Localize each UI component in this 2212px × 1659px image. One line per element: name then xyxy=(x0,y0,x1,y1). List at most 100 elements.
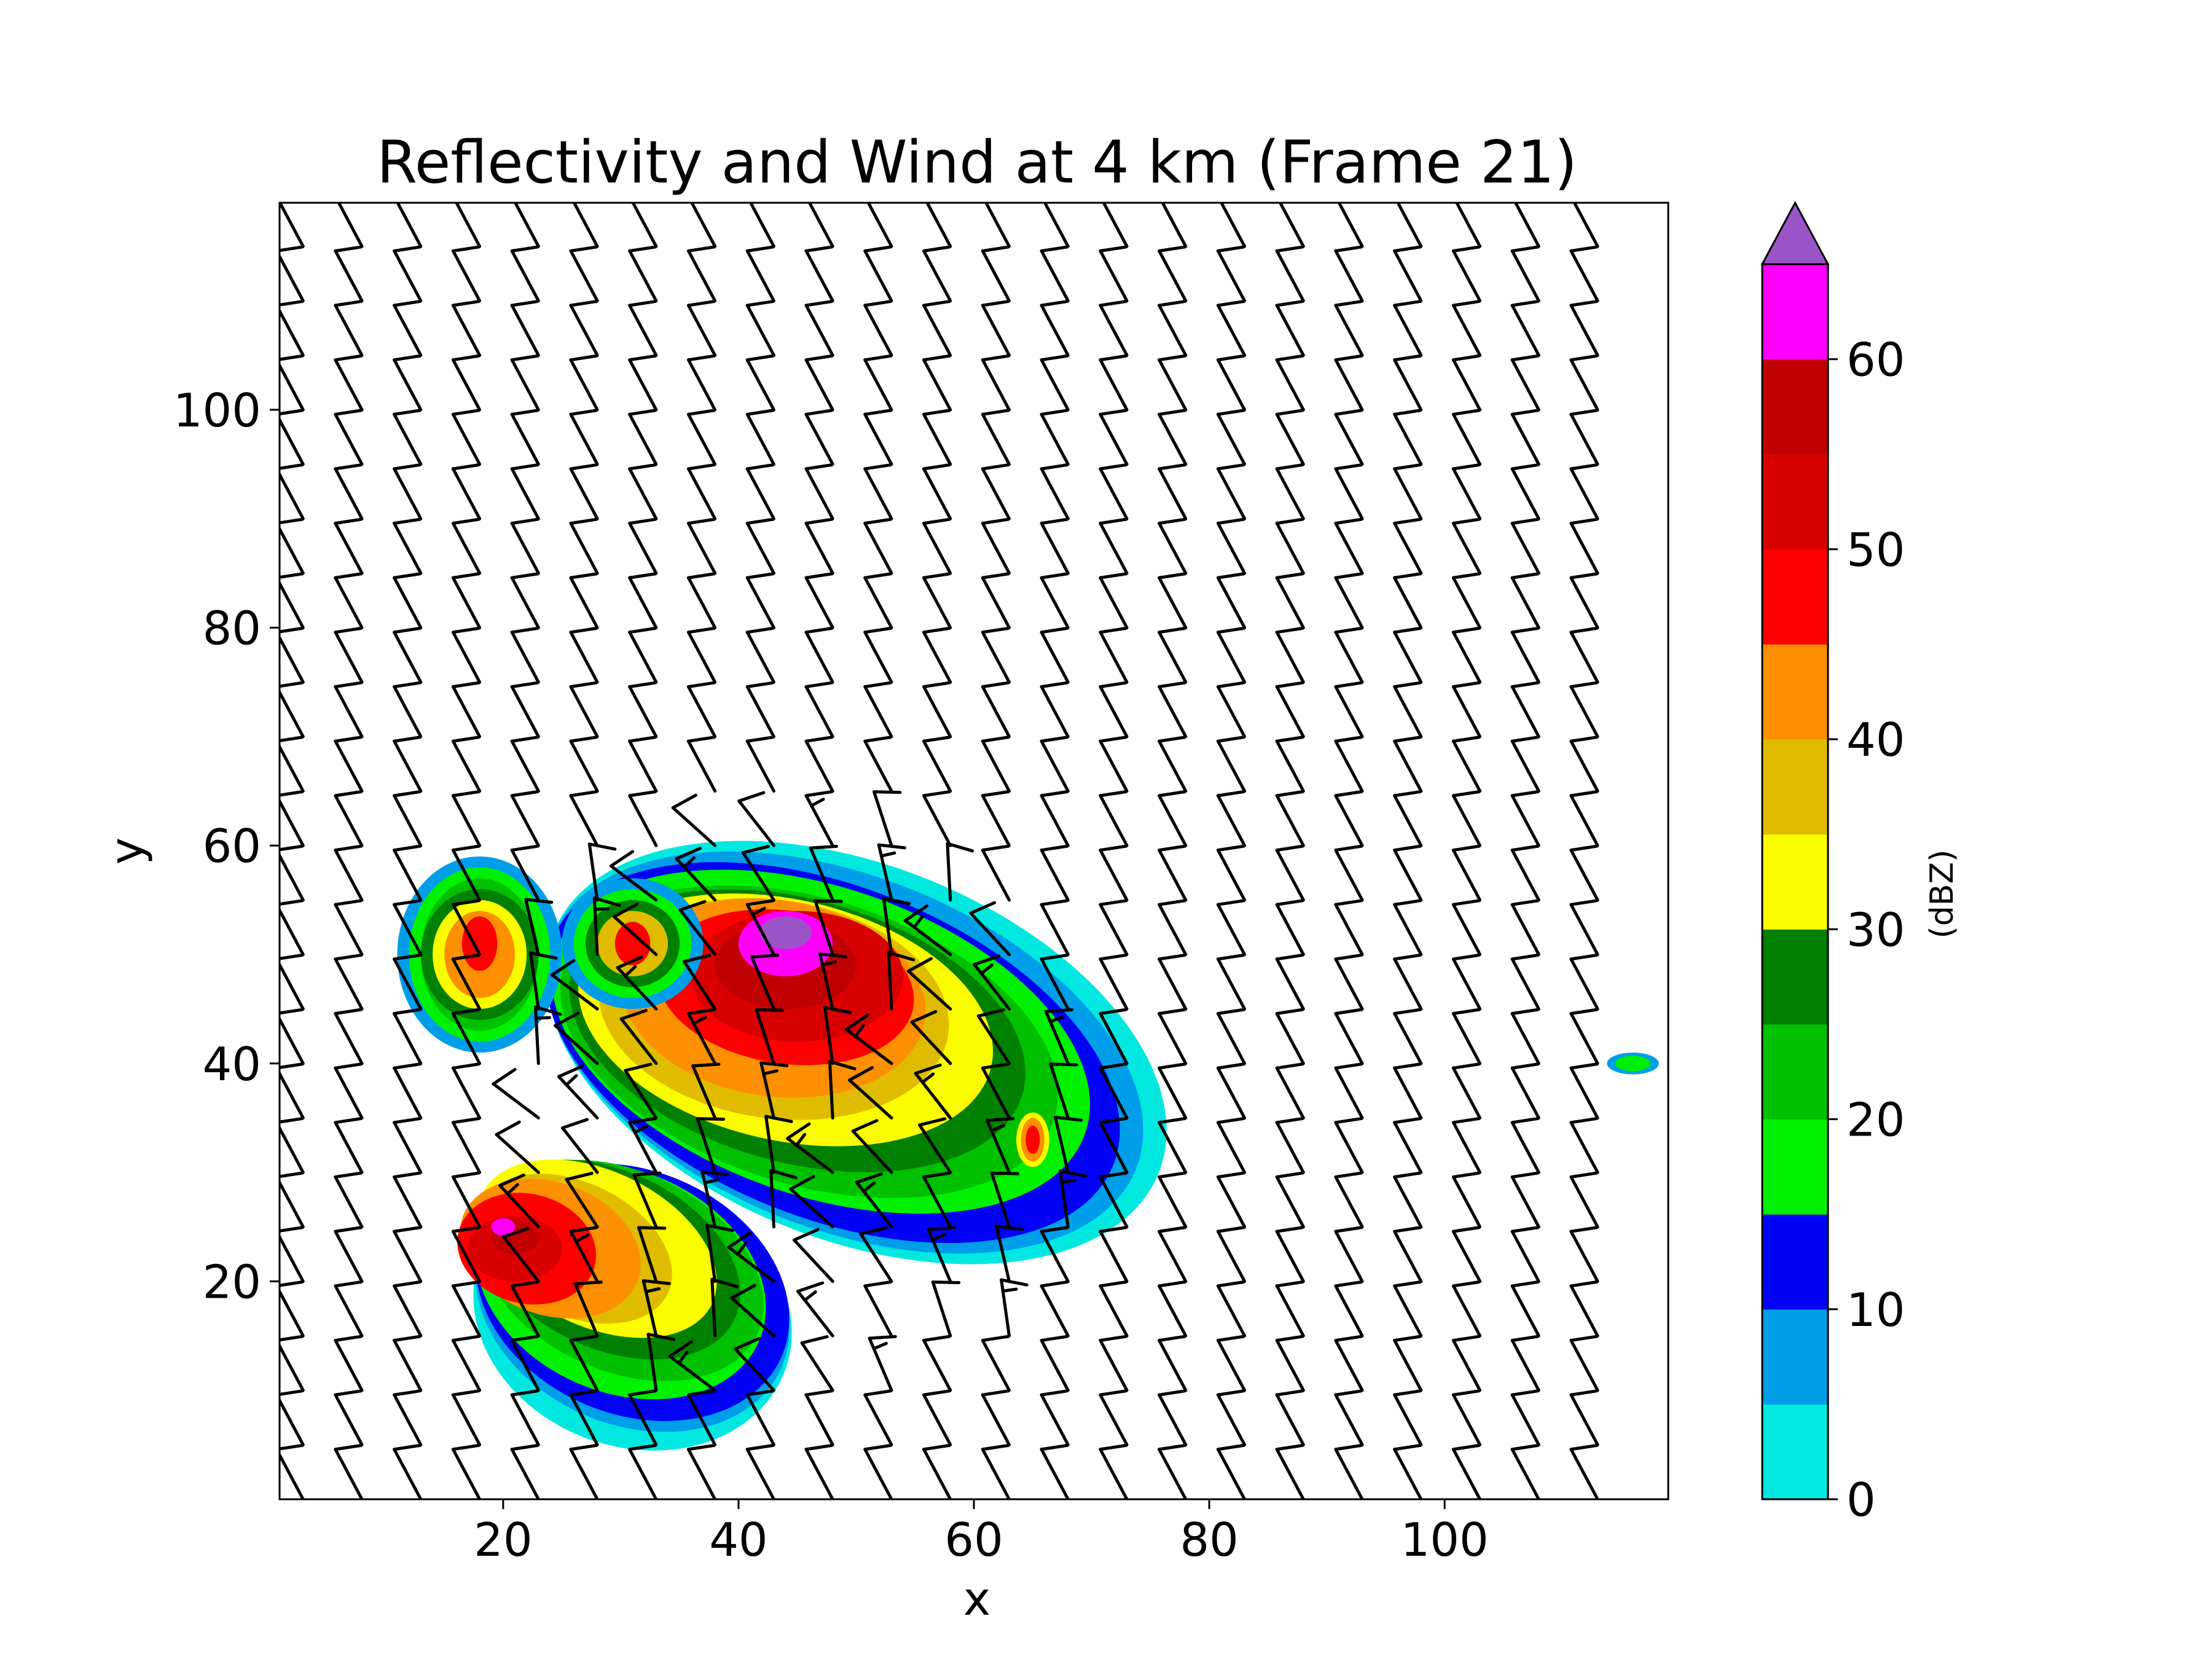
wind-barb xyxy=(1000,1278,1029,1338)
wind-barb xyxy=(1451,300,1482,357)
wind-barb xyxy=(914,1063,952,1120)
wind-barb xyxy=(569,463,599,520)
wind-barb xyxy=(1393,517,1423,575)
wind-barb xyxy=(1275,1280,1305,1338)
wind-barb xyxy=(1334,790,1364,847)
wind-barb xyxy=(1099,1335,1129,1392)
colorbar-segment xyxy=(1762,644,1828,740)
wind-barb xyxy=(1158,517,1188,575)
wind-barb xyxy=(393,517,423,575)
wind-barb xyxy=(1158,1171,1188,1229)
wind-barb xyxy=(280,1280,305,1338)
wind-barb xyxy=(1334,1389,1364,1446)
wind-barb xyxy=(280,953,305,1011)
wind-barb xyxy=(334,572,364,630)
wind-barb xyxy=(1099,1226,1129,1283)
wind-barb xyxy=(1569,300,1599,357)
wind-barb xyxy=(745,681,775,739)
wind-barb xyxy=(848,1065,893,1120)
wind-barb xyxy=(393,1443,423,1499)
wind-barb xyxy=(280,1389,305,1446)
wind-barb xyxy=(1043,203,1070,248)
wind-barb xyxy=(280,300,305,357)
wind-barb xyxy=(981,627,1011,684)
wind-barb xyxy=(922,790,952,847)
wind-barb xyxy=(807,203,834,248)
wind-barb xyxy=(686,300,717,357)
wind-barb xyxy=(745,354,775,412)
wind-barb xyxy=(851,1119,893,1174)
x-axis: 20 40 60 80 100 xyxy=(474,1499,1489,1567)
wind-barb xyxy=(745,572,775,630)
wind-barb xyxy=(1451,627,1482,684)
wind-barb xyxy=(863,627,893,684)
wind-barb xyxy=(1216,245,1247,303)
wind-barb xyxy=(569,1226,599,1283)
wind-barb xyxy=(1275,1226,1305,1283)
wind-barb xyxy=(686,409,717,466)
y-tick-label: 80 xyxy=(203,602,261,656)
wind-barb xyxy=(502,1226,540,1283)
wind-barb xyxy=(804,409,834,466)
wind-barb xyxy=(393,1226,423,1283)
wind-barb xyxy=(451,1335,482,1392)
wind-barb xyxy=(1334,572,1364,630)
wind-barb xyxy=(393,1062,423,1120)
wind-barb xyxy=(334,1443,364,1499)
wind-barb xyxy=(628,735,658,793)
wind-barb xyxy=(1334,899,1364,956)
wind-barb xyxy=(587,842,617,902)
wind-barb xyxy=(510,300,540,357)
wind-barb xyxy=(1216,844,1247,902)
wind-barb xyxy=(981,681,1011,739)
wind-barb xyxy=(1040,354,1070,412)
wind-barb xyxy=(613,903,658,956)
wind-barb xyxy=(1334,1280,1364,1338)
wind-barb xyxy=(280,517,305,575)
wind-barb xyxy=(1040,1280,1070,1338)
wind-barb xyxy=(1275,953,1305,1011)
wind-barb xyxy=(737,791,775,847)
wind-barb xyxy=(1040,844,1070,902)
wind-barb xyxy=(451,1062,482,1120)
wind-barb xyxy=(1510,463,1540,520)
x-tick-label: 40 xyxy=(709,1513,767,1567)
wind-barb xyxy=(1158,899,1188,956)
wind-barb xyxy=(1275,245,1305,303)
wind-barb xyxy=(1510,790,1540,847)
wind-barb xyxy=(814,899,843,956)
wind-barb xyxy=(1393,844,1423,902)
wind-barb xyxy=(1396,203,1423,248)
wind-barb xyxy=(1216,409,1247,466)
wind-barb xyxy=(1393,1335,1423,1392)
wind-barb xyxy=(1451,1116,1482,1174)
wind-barb xyxy=(981,300,1011,357)
wind-barb xyxy=(686,681,717,739)
wind-barb xyxy=(730,1284,775,1338)
wind-barb xyxy=(1275,463,1305,520)
wind-barb xyxy=(280,245,305,303)
wind-barb xyxy=(1158,1443,1188,1499)
wind-barb xyxy=(804,681,834,739)
wind-barb xyxy=(628,463,658,520)
wind-barb xyxy=(510,463,540,520)
wind-barb xyxy=(280,1116,305,1174)
wind-barb xyxy=(510,517,540,575)
wind-barb xyxy=(1099,1389,1129,1446)
wind-barb xyxy=(1158,1280,1188,1338)
wind-barb xyxy=(1099,735,1129,793)
wind-barb xyxy=(863,681,893,739)
wind-barb xyxy=(280,844,305,902)
wind-barb xyxy=(569,517,599,575)
wind-barb xyxy=(1158,1389,1188,1446)
wind-barb xyxy=(280,1335,305,1392)
wind-barb xyxy=(931,1281,961,1338)
wind-barb xyxy=(1510,1226,1540,1283)
wind-barb xyxy=(1216,627,1247,684)
wind-barb xyxy=(1334,1062,1364,1120)
wind-barb xyxy=(628,572,658,630)
wind-barb xyxy=(686,517,717,575)
colorbar-frame xyxy=(1761,263,1829,1500)
colorbar-tick-label: 60 xyxy=(1846,333,1905,387)
colorbar-tick-label: 50 xyxy=(1846,523,1905,577)
